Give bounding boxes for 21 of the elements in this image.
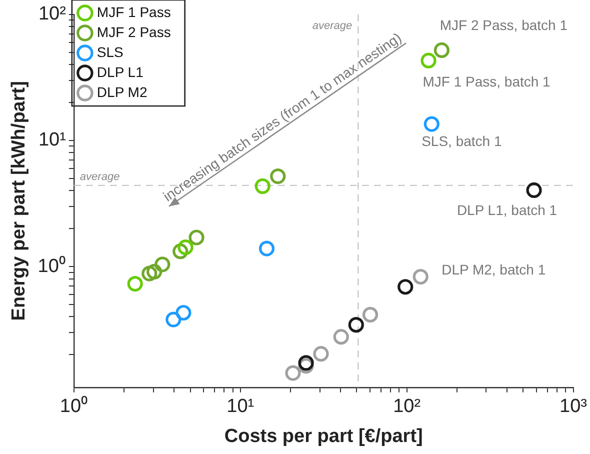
y-axis-title: Energy per part [kWh/part] <box>8 81 30 321</box>
y-tick-label: 10² <box>38 4 66 25</box>
ref-line-label: average <box>80 170 120 183</box>
legend-label: MJF 1 Pass <box>96 4 171 20</box>
annotation: SLS, batch 1 <box>422 132 502 149</box>
y-tick-label: 10¹ <box>38 130 66 151</box>
annotation: DLP L1, batch 1 <box>456 202 558 218</box>
y-tick-label: 10⁰ <box>38 254 66 277</box>
annotation: DLP M2, batch 1 <box>442 262 546 278</box>
x-tick-label: 10² <box>393 396 421 418</box>
x-tick-label: 10³ <box>560 396 588 418</box>
legend-label: MJF 2 Pass <box>96 24 171 40</box>
annotation: MJF 1 Pass, batch 1 <box>422 73 551 90</box>
legend-label: SLS <box>96 44 124 60</box>
ref-line-label: average <box>312 20 352 32</box>
annotation: MJF 2 Pass, batch 1 <box>440 17 568 34</box>
legend-label: DLP M2 <box>96 84 148 100</box>
x-axis-title: Costs per part [€/part] <box>224 426 423 447</box>
x-tick-label: 10¹ <box>226 396 254 418</box>
x-tick-label: 10⁰ <box>60 395 88 418</box>
legend-label: DLP L1 <box>96 64 144 80</box>
